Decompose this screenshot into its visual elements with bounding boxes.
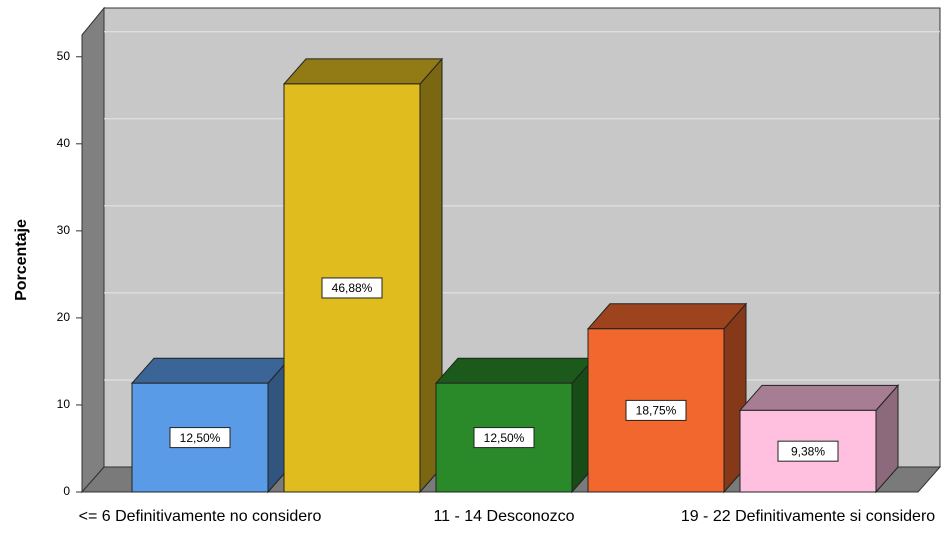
y-tick-label: 10 — [57, 397, 71, 411]
y-tick-label: 0 — [63, 484, 70, 498]
value-label-box — [473, 427, 535, 449]
value-label: 18,75% — [636, 404, 677, 418]
y-tick-label: 40 — [57, 136, 71, 150]
bar-top — [738, 384, 900, 411]
value-label-box — [321, 277, 383, 299]
bar-top — [434, 357, 596, 384]
bar-top — [282, 58, 444, 85]
value-label: 12,50% — [180, 431, 221, 445]
value-label-box — [777, 440, 839, 462]
value-label: 12,50% — [484, 431, 525, 445]
x-tick-label: 19 - 22 Definitivamente si considero — [680, 508, 936, 525]
side-wall — [81, 6, 105, 494]
value-label-box — [169, 427, 231, 449]
value-label: 9,38% — [791, 444, 825, 458]
y-tick-label: 50 — [57, 49, 71, 63]
x-tick-label: <= 6 Definitivamente no considero — [78, 508, 322, 525]
y-tick-label: 30 — [57, 223, 71, 237]
x-tick-label: 11 - 14 Desconozco — [433, 508, 575, 525]
y-tick-label: 20 — [57, 310, 71, 324]
value-label: 46,88% — [332, 281, 373, 295]
bar-top — [586, 303, 748, 330]
value-label-box — [625, 399, 687, 421]
bar-top — [130, 357, 292, 384]
y-axis-label: Porcentaje — [13, 219, 30, 301]
